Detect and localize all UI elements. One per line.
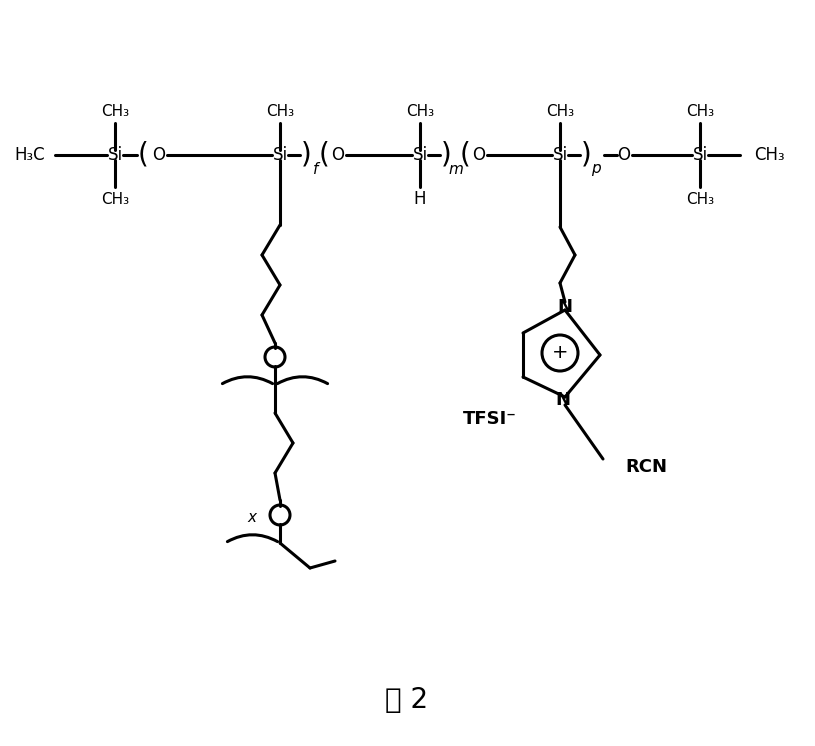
Text: p: p [591,161,601,177]
Text: ): ) [580,141,592,169]
Text: N: N [556,391,570,409]
Text: Si: Si [108,146,122,164]
Text: H₃C: H₃C [15,146,45,164]
Text: (: ( [138,141,148,169]
Text: O: O [618,146,631,164]
Text: RCN: RCN [625,458,667,476]
Text: CH₃: CH₃ [546,104,574,119]
Text: 式 2: 式 2 [385,686,429,714]
Text: O: O [152,146,165,164]
Text: ): ) [441,141,452,169]
Text: CH₃: CH₃ [266,104,294,119]
Text: (: ( [319,141,329,169]
Text: m: m [448,161,464,177]
Text: Si: Si [272,146,288,164]
Text: CH₃: CH₃ [406,104,434,119]
Text: Si: Si [412,146,428,164]
Text: N: N [557,298,572,316]
Text: ): ) [301,141,311,169]
Text: Si: Si [553,146,567,164]
Text: TFSI⁻: TFSI⁻ [463,410,517,428]
Text: CH₃: CH₃ [686,192,714,207]
Text: O: O [332,146,345,164]
Text: +: + [552,343,568,363]
Text: f: f [313,161,319,177]
Text: (: ( [460,141,470,169]
Text: CH₃: CH₃ [686,104,714,119]
Text: CH₃: CH₃ [101,104,129,119]
Text: CH₃: CH₃ [101,192,129,207]
Text: x: x [248,510,257,525]
Text: H: H [414,190,426,208]
Text: CH₃: CH₃ [754,146,785,164]
Text: Si: Si [693,146,707,164]
Text: O: O [473,146,486,164]
